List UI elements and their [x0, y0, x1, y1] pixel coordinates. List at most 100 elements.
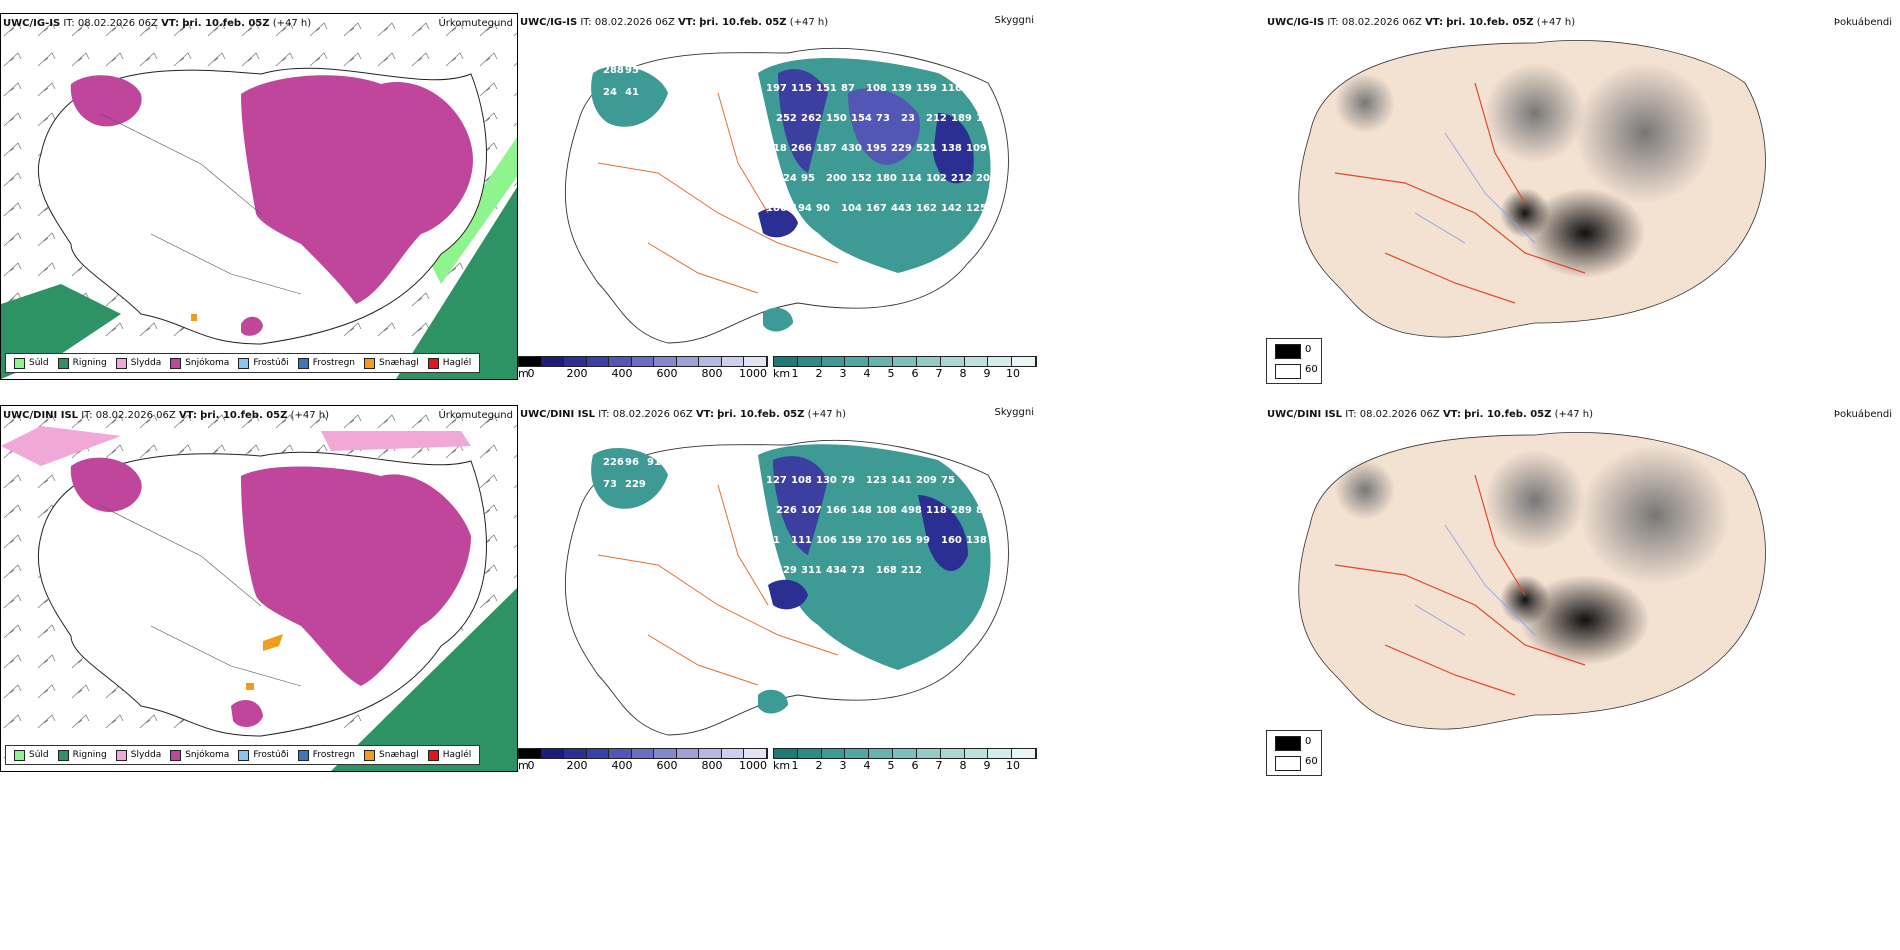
visibility-value-label: 79: [841, 475, 855, 486]
visibility-value-label: 96: [625, 457, 639, 468]
visibility-value-label: 87: [841, 83, 855, 94]
panel-title: UWC/DINI ISL IT: 08.02.2026 06Z VT: þri.…: [1267, 409, 1594, 420]
panel-title: UWC/IG-IS IT: 08.02.2026 06Z VT: þri. 10…: [1267, 17, 1576, 28]
visibility-title: Skyggni: [994, 15, 1034, 26]
visibility-value-label: 229: [891, 143, 912, 154]
visibility-value-label: 159: [916, 83, 937, 94]
visibility-value-label: 521: [916, 143, 937, 154]
legend-item: Rigning: [57, 749, 107, 761]
visibility-value-label: 434: [826, 565, 847, 576]
visibility-value-label: 202: [976, 173, 997, 184]
visibility-value-label: 108: [791, 475, 812, 486]
visibility-value-label: 90: [816, 203, 830, 214]
visibility-value-label: 200: [826, 173, 847, 184]
visibility-panel-bottom: UWC/DINI ISL IT: 08.02.2026 06Z VT: þri.…: [518, 405, 1038, 772]
legend-item: Snæhagl: [364, 749, 419, 761]
precip-type-panel-top: UWC/IG-IS IT: 08.02.2026 06Z VT: þri. 10…: [0, 13, 518, 380]
fog-index-panel-bottom: UWC/DINI ISL IT: 08.02.2026 06Z VT: þri.…: [1265, 405, 1900, 772]
legend-item: Haglél: [427, 749, 471, 761]
visibility-value-label: 106: [816, 535, 837, 546]
visibility-value-label: 187: [816, 143, 837, 154]
legend-item: Rigning: [57, 357, 107, 369]
visibility-value-label: 104: [841, 203, 862, 214]
cloud-legend: 0 60: [1266, 730, 1322, 776]
visibility-value-label: 226: [776, 505, 797, 516]
visibility-value-label: 207: [966, 83, 987, 94]
visibility-value-label: 125: [966, 203, 987, 214]
fog-index-panel-top: UWC/IG-IS IT: 08.02.2026 06Z VT: þri. 10…: [1265, 13, 1900, 380]
visibility-value-label: 108: [866, 83, 887, 94]
precip-type-title: Úrkomutegund: [438, 410, 513, 421]
precip-type-title: Úrkomutegund: [438, 18, 513, 29]
visibility-value-label: 195: [866, 143, 887, 154]
panel-title: UWC/IG-IS IT: 08.02.2026 06Z VT: þri. 10…: [520, 17, 829, 28]
visibility-value-label: 154: [851, 113, 872, 124]
visibility-value-label: 180: [876, 173, 897, 184]
visibility-value-label: 189: [951, 113, 972, 124]
visibility-value-label: 99: [916, 535, 930, 546]
visibility-value-label: 23: [901, 113, 915, 124]
precip-type-panel-bottom: UWC/DINI ISL IT: 08.02.2026 06Z VT: þri.…: [0, 405, 518, 772]
visibility-value-label: 111: [791, 535, 812, 546]
visibility-value-label: 115: [791, 83, 812, 94]
visibility-value-label: 123: [866, 475, 887, 486]
visibility-value-label: 160: [941, 535, 962, 546]
visibility-value-label: 24: [603, 87, 617, 98]
visibility-value-label: 266: [791, 143, 812, 154]
visibility-value-label: 197: [766, 83, 787, 94]
visibility-value-label: 166: [826, 505, 847, 516]
visibility-value-label: 311: [801, 565, 822, 576]
legend-item: Haglél: [427, 357, 471, 369]
visibility-value-label: 150: [826, 113, 847, 124]
visibility-value-label: 138: [941, 143, 962, 154]
legend-item: Súld: [14, 357, 49, 369]
visibility-value-label: 176: [976, 113, 997, 124]
visibility-value-label: 109: [966, 143, 987, 154]
visibility-panel-top: UWC/IG-IS IT: 08.02.2026 06Z VT: þri. 10…: [518, 13, 1038, 380]
visibility-value-label: 73: [876, 113, 890, 124]
visibility-value-label: 141: [891, 475, 912, 486]
visibility-colorbar: km 1 2 3 4 5 6 7 8 9 10: [773, 356, 1037, 380]
visibility-value-label: 75: [941, 475, 955, 486]
visibility-value-label: 212: [926, 113, 947, 124]
visibility-value-label: 443: [891, 203, 912, 214]
fog-index-title: Þokuábendi: [1833, 409, 1892, 420]
cloud-legend: 0 60: [1266, 338, 1322, 384]
visibility-value-label: 91: [647, 457, 661, 468]
precip-type-map: [1, 14, 517, 379]
visibility-value-label: 151: [816, 83, 837, 94]
legend-item: Frostúði: [238, 749, 289, 761]
visibility-value-label: 139: [891, 83, 912, 94]
legend-item: Frostregn: [297, 749, 355, 761]
legend-item: Snæhagl: [364, 357, 419, 369]
ceiling-colorbar: m 0 200 400 600 800 1000: [518, 748, 768, 772]
visibility-value-label: 162: [916, 203, 937, 214]
visibility-value-label: 87: [647, 65, 661, 76]
visibility-value-label: 170: [866, 535, 887, 546]
legend-item: Snjókoma: [170, 357, 229, 369]
visibility-value-label: 138: [966, 535, 987, 546]
visibility-value-label: 91: [766, 535, 780, 546]
fog-index-map: [1298, 40, 1766, 338]
visibility-value-label: 73: [851, 565, 865, 576]
visibility-value-label: 127: [766, 475, 787, 486]
visibility-value-label: 87: [976, 505, 990, 516]
visibility-value-label: 108: [876, 505, 897, 516]
visibility-value-label: 430: [841, 143, 862, 154]
visibility-value-label: 226: [603, 457, 624, 468]
ceiling-colorbar: m 0 200 400 600 800 1000: [518, 356, 768, 380]
visibility-value-label: 262: [801, 113, 822, 124]
legend-item: Frostúði: [238, 357, 289, 369]
visibility-value-label: 159: [841, 535, 862, 546]
visibility-title: Skyggni: [994, 407, 1034, 418]
visibility-value-label: 165: [891, 535, 912, 546]
legend-item: Snjókoma: [170, 749, 229, 761]
visibility-value-label: 142: [941, 203, 962, 214]
visibility-value-label: 212: [951, 173, 972, 184]
visibility-value-label: 252: [776, 113, 797, 124]
visibility-value-label: 288: [603, 65, 624, 76]
